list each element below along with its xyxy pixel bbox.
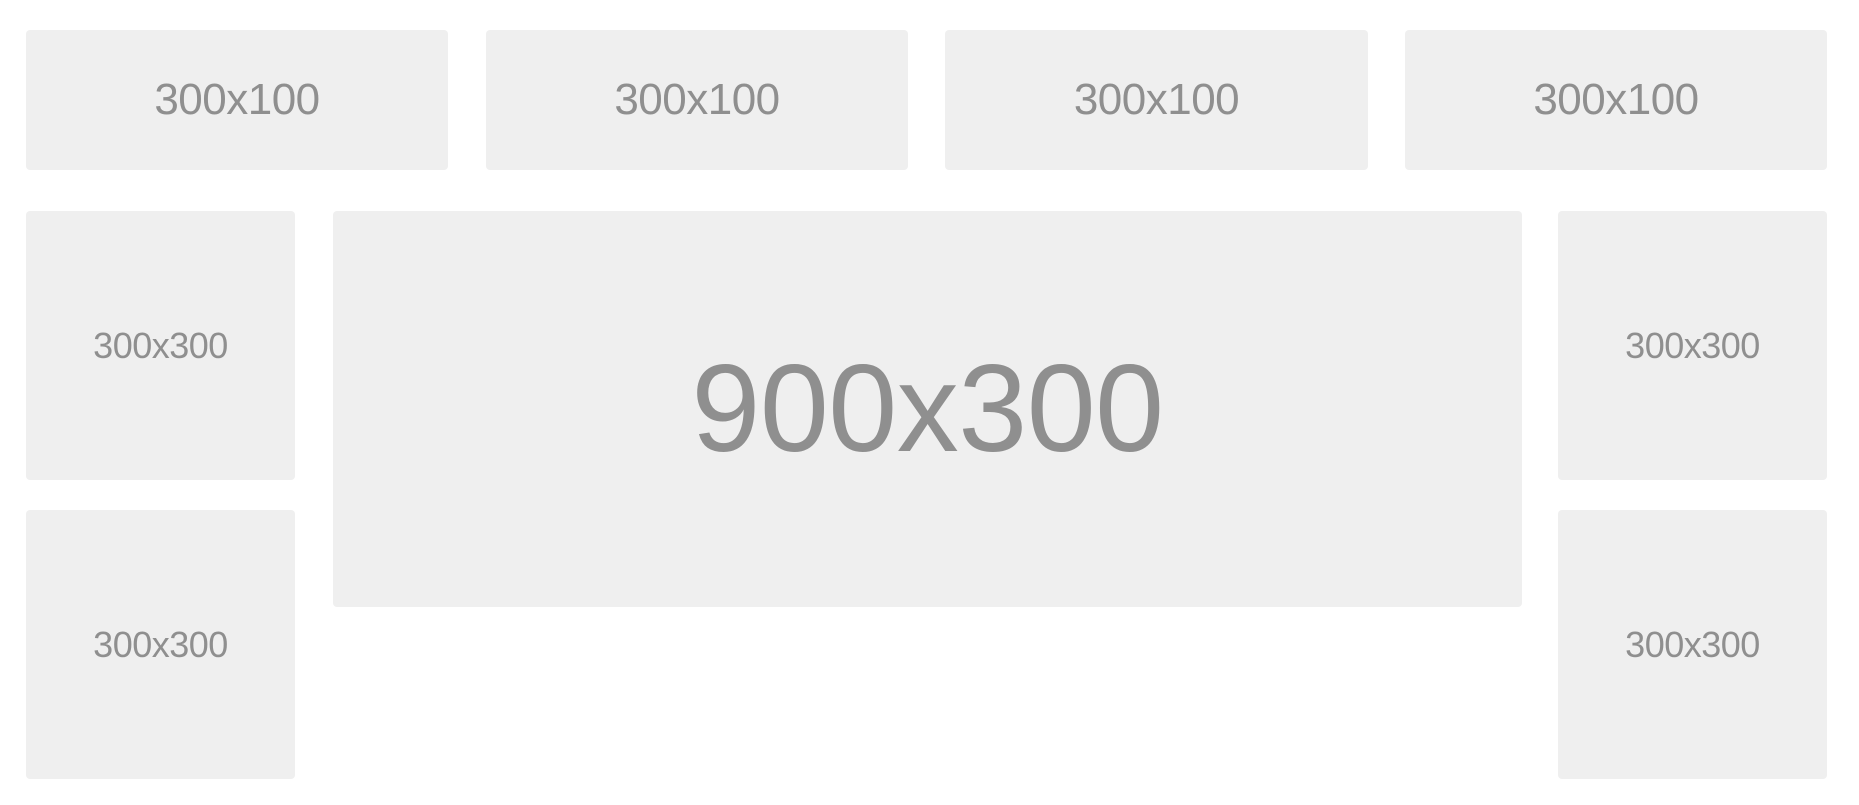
placeholder-label: 300x100 — [614, 75, 780, 124]
placeholder-label: 300x300 — [1625, 623, 1760, 665]
placeholder-tile-left-1: 300x300 — [26, 211, 295, 480]
placeholder-tile-top-2: 300x100 — [486, 30, 908, 170]
placeholder-tile-right-1: 300x300 — [1558, 211, 1827, 480]
placeholder-tile-left-2: 300x300 — [26, 510, 295, 779]
placeholder-label: 300x100 — [1533, 75, 1699, 124]
placeholder-tile-center: 900x300 — [333, 211, 1522, 607]
placeholder-label: 300x300 — [93, 324, 228, 366]
placeholder-tile-top-4: 300x100 — [1405, 30, 1827, 170]
placeholder-label: 300x100 — [1073, 75, 1240, 124]
placeholder-label: 300x100 — [154, 75, 320, 124]
placeholder-label: 300x300 — [1625, 324, 1760, 366]
placeholder-tile-right-2: 300x300 — [1558, 510, 1827, 779]
placeholder-label: 900x300 — [691, 340, 1164, 478]
placeholder-tile-top-3: 300x100 — [945, 30, 1368, 170]
placeholder-label: 300x300 — [93, 623, 228, 665]
placeholder-tile-top-1: 300x100 — [26, 30, 448, 170]
